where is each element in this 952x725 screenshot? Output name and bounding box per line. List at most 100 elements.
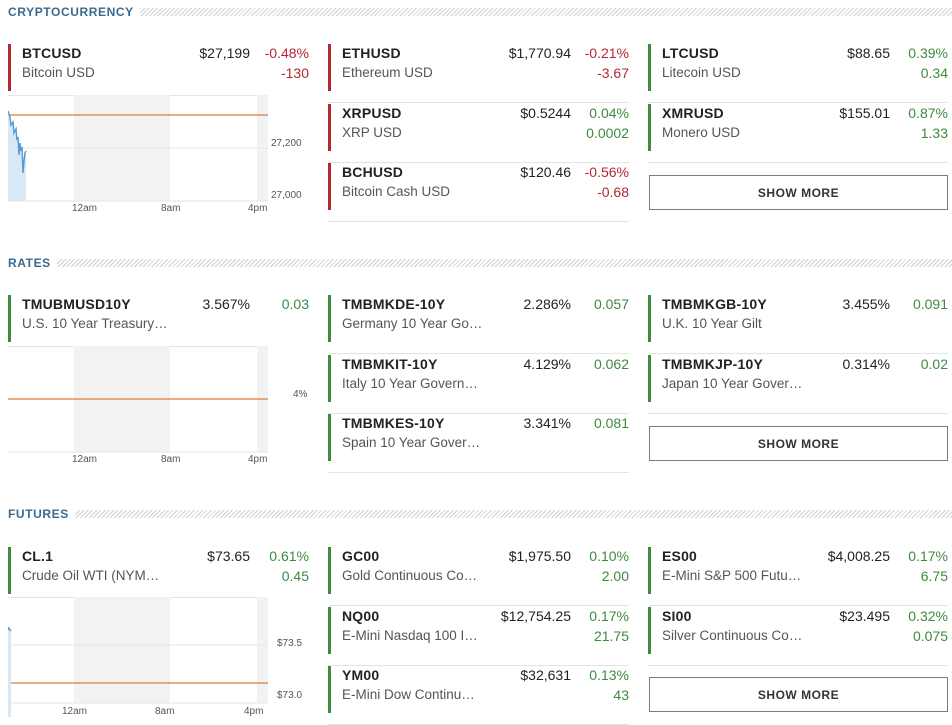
quote-tmbmkgb-10y[interactable]: TMBMKGB-10Y U.K. 10 Year Gilt 3.455% 0.0… [648,295,948,354]
quote-price: $155.01 [839,105,890,121]
quote-yield: 0.314% [842,356,890,372]
crude-oil-intraday-chart[interactable]: $73.5 $73.0 12am 8am 4pm [8,597,308,717]
quote-symbol[interactable]: XRPUSD [342,105,402,121]
quote-symbol[interactable]: YM00 [342,667,380,683]
quote-percent-change: 0.61% [269,548,309,564]
quote-symbol[interactable]: ETHUSD [342,45,401,61]
quote-symbol[interactable]: TMBMKDE-10Y [342,296,446,312]
quote-change: 0.45 [281,568,309,584]
quote-symbol[interactable]: BTCUSD [22,45,82,61]
quote-nq00[interactable]: NQ00 E-Mini Nasdaq 100 I… $12,754.25 0.1… [328,607,629,666]
quote-price: $12,754.25 [500,608,571,624]
us10y-intraday-chart[interactable]: 4% 12am 8am 4pm [8,346,308,466]
section-rates: RATES TMUBMUSD10Y U.S. 10 Year Treasury…… [0,256,952,476]
quote-es00[interactable]: ES00 E-Mini S&P 500 Futu… $4,008.25 0.17… [648,547,948,606]
quote-symbol[interactable]: XMRUSD [662,105,724,121]
chart-session-shade [74,597,170,703]
quote-percent-change: -0.48% [264,45,309,61]
trend-bar [328,414,331,461]
show-more-button[interactable]: SHOW MORE [649,426,948,461]
quote-change: -3.67 [597,65,629,81]
quote-symbol[interactable]: LTCUSD [662,45,719,61]
quote-ltcusd[interactable]: LTCUSD Litecoin USD $88.65 0.39% 0.34 [648,44,948,103]
trend-bar [648,355,651,402]
quote-symbol[interactable]: TMBMKIT-10Y [342,356,438,372]
quote-change: 0.062 [593,356,629,372]
quote-name: U.S. 10 Year Treasury… [22,316,168,331]
quote-tmbmkit-10y[interactable]: TMBMKIT-10Y Italy 10 Year Govern… 4.129%… [328,355,629,414]
section-title[interactable]: FUTURES [8,507,69,521]
quote-name: Spain 10 Year Gover… [342,435,481,450]
quote-symbol[interactable]: TMBMKJP-10Y [662,356,763,372]
quote-price: $73.65 [207,548,250,564]
quote-symbol[interactable]: ES00 [662,548,698,564]
chart-area [8,628,11,717]
quote-tmbmkes-10y[interactable]: TMBMKES-10Y Spain 10 Year Gover… 3.341% … [328,414,629,473]
quote-symbol[interactable]: TMBMKES-10Y [342,415,445,431]
quote-tmbmkjp-10y[interactable]: TMBMKJP-10Y Japan 10 Year Gover… 0.314% … [648,355,948,414]
btcusd-intraday-chart[interactable]: 27,200 27,000 12am 8am 4pm [8,95,308,215]
quote-percent-change: 0.17% [908,548,948,564]
show-more-button[interactable]: SHOW MORE [649,677,948,712]
quote-change: 0.02 [920,356,948,372]
quote-ym00[interactable]: YM00 E-Mini Dow Continu… $32,631 0.13% 4… [328,666,629,725]
section-header: FUTURES [8,507,952,521]
trend-bar [8,44,11,91]
quote-name: Ethereum USD [342,65,433,80]
section-header: CRYPTOCURRENCY [8,5,952,19]
section-title[interactable]: CRYPTOCURRENCY [8,5,134,19]
quote-bchusd[interactable]: BCHUSD Bitcoin Cash USD $120.46 -0.56% -… [328,163,629,222]
quote-percent-change: 0.10% [589,548,629,564]
quote-symbol[interactable]: TMUBMUSD10Y [22,296,131,312]
trend-bar [648,44,651,91]
chart-y-tick: 27,200 [271,138,302,149]
trend-bar [328,44,331,91]
quote-price: $1,770.94 [508,45,571,61]
quote-change: 0.34 [920,65,948,81]
chart-x-tick: 8am [161,454,181,465]
quote-yield: 3.455% [842,296,890,312]
section-cryptocurrency: CRYPTOCURRENCY BTCUSD Bitcoin USD $27,19… [0,5,952,225]
quote-gc00[interactable]: GC00 Gold Continuous Co… $1,975.50 0.10%… [328,547,629,606]
chart-y-tick: $73.5 [277,638,303,649]
quote-symbol[interactable]: CL.1 [22,548,54,564]
section-divider [56,259,952,267]
quote-change: 21.75 [593,628,629,644]
quote-symbol[interactable]: NQ00 [342,608,380,624]
section-divider [139,8,952,16]
quote-name: E-Mini S&P 500 Futu… [662,568,802,583]
quote-tmbmkde-10y[interactable]: TMBMKDE-10Y Germany 10 Year Go… 2.286% 0… [328,295,629,354]
trend-bar [328,295,331,342]
quote-change: 0.091 [912,296,948,312]
trend-bar [328,355,331,402]
quote-symbol[interactable]: TMBMKGB-10Y [662,296,767,312]
chart-canvas [8,597,268,717]
quote-symbol[interactable]: GC00 [342,548,380,564]
chart-x-tick: 4pm [248,203,268,214]
quote-name: U.K. 10 Year Gilt [662,316,762,331]
quote-ethusd[interactable]: ETHUSD Ethereum USD $1,770.94 -0.21% -3.… [328,44,629,103]
trend-bar [648,295,651,342]
quote-price: $27,199 [199,45,250,61]
quote-percent-change: 0.32% [908,608,948,624]
chart-x-tick: 12am [62,706,88,717]
section-title[interactable]: RATES [8,256,51,270]
quote-tmubmusd10y[interactable]: TMUBMUSD10Y U.S. 10 Year Treasury… 3.567… [8,295,309,354]
quote-xmrusd[interactable]: XMRUSD Monero USD $155.01 0.87% 1.33 [648,104,948,163]
quote-name: Crude Oil WTI (NYM… [22,568,160,583]
quote-percent-change: -0.56% [584,164,629,180]
trend-bar [328,547,331,594]
chart-x-tick: 4pm [244,706,264,717]
quote-cl1[interactable]: CL.1 Crude Oil WTI (NYM… $73.65 0.61% 0.… [8,547,309,606]
quote-symbol[interactable]: BCHUSD [342,164,404,180]
chart-x-tick: 12am [72,454,98,465]
quote-yield: 3.567% [202,296,250,312]
quote-yield: 2.286% [523,296,571,312]
quote-btcusd[interactable]: BTCUSD Bitcoin USD $27,199 -0.48% -130 [8,44,309,103]
quote-si00[interactable]: SI00 Silver Continuous Co… $23.495 0.32%… [648,607,948,666]
quote-symbol[interactable]: SI00 [662,608,692,624]
quote-percent-change: 0.87% [908,105,948,121]
show-more-button[interactable]: SHOW MORE [649,175,948,210]
quote-xrpusd[interactable]: XRPUSD XRP USD $0.5244 0.04% 0.0002 [328,104,629,163]
quote-name: E-Mini Dow Continu… [342,687,475,702]
